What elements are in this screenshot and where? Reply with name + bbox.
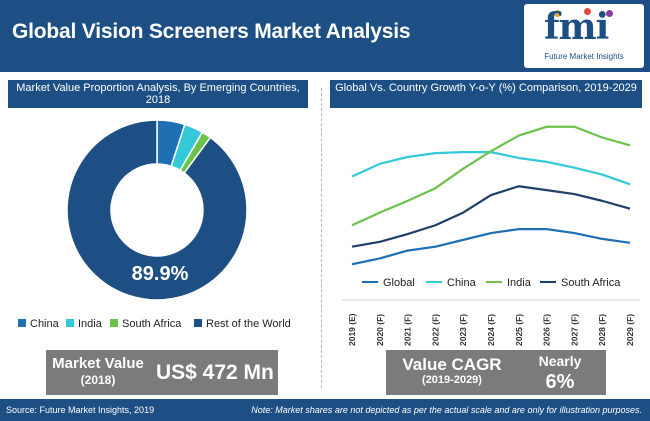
legend-swatch — [486, 281, 502, 283]
fmi-logo: fmi Future Market Insights — [524, 4, 644, 68]
legend-label: China — [447, 277, 476, 289]
logo-tagline: Future Market Insights — [544, 52, 624, 61]
cagr-label: Value CAGR (2019-2029) — [386, 355, 518, 386]
series-line-china — [351, 151, 631, 186]
series-line-global — [351, 228, 631, 266]
page-title: Global Vision Screeners Market Analysis — [12, 20, 411, 43]
x-tick-label: 2024 (F) — [486, 314, 496, 346]
cagr-period: (2019-2029) — [422, 374, 482, 386]
legend-item-india: India — [66, 318, 102, 330]
x-tick-label: 2026 (F) — [542, 314, 552, 346]
header-bar: Global Vision Screeners Market Analysis … — [0, 0, 650, 72]
market-value-amount: US$ 472 Mn — [156, 361, 274, 384]
x-tick-label: 2022 (F) — [430, 314, 440, 346]
x-tick-label: 2028 (F) — [597, 314, 607, 346]
legend-item-china: China — [426, 277, 476, 289]
market-value-label-line2: (2018) — [80, 373, 116, 387]
legend-swatch — [194, 319, 202, 327]
footer-note: Note: Market shares are not depicted as … — [251, 405, 642, 415]
cagr-label-line1: Value CAGR — [402, 355, 502, 374]
donut-legend: China India South Africa Rest of the Wor… — [18, 318, 318, 332]
legend-label: South Africa — [561, 277, 621, 289]
line-legend: Global China India South Africa — [362, 277, 642, 291]
legend-label: China — [30, 318, 59, 330]
market-value-label-line1: Market Value — [52, 355, 144, 372]
legend-swatch — [66, 319, 74, 327]
line-chart-title: Global Vs. Country Growth Y-o-Y (%) Comp… — [330, 80, 642, 108]
legend-item-south-africa: South Africa — [110, 318, 181, 330]
legend-label: India — [78, 318, 102, 330]
x-tick-label: 2029 (F) — [625, 314, 635, 346]
donut-data-label: 89.9% — [132, 263, 189, 285]
legend-swatch — [540, 281, 556, 283]
logo-dot-3 — [606, 10, 613, 17]
legend-swatch — [362, 281, 378, 283]
legend-item-south-africa: South Africa — [540, 277, 620, 289]
donut-chart-title-text: Market Value Proportion Analysis, By Eme… — [16, 82, 300, 106]
donut-chart-title: Market Value Proportion Analysis, By Eme… — [8, 80, 308, 108]
line-chart: 2019 (E) 2020 (F) 2021 (F) 2022 (F) 2023 (F)… — [342, 125, 640, 346]
market-value-box: Market Value (2018) US$ 472 Mn — [46, 350, 278, 395]
series-line-south-africa — [351, 185, 631, 248]
x-tick-label: 2020 (F) — [375, 314, 385, 346]
legend-label: South Africa — [122, 318, 182, 330]
market-value-label: Market Value (2018) — [46, 355, 150, 389]
legend-swatch — [110, 319, 118, 327]
legend-swatch — [18, 319, 26, 327]
legend-swatch — [426, 281, 442, 283]
donut-slice-rest-of-the-world — [66, 119, 248, 301]
footer-source: Source: Future Market Insights, 2019 — [6, 405, 155, 415]
x-tick-label: 2027 (F) — [569, 314, 579, 346]
x-tick-label: 2025 (F) — [514, 314, 524, 346]
cagr-value: 6% — [545, 371, 575, 393]
logo-dot-1 — [554, 10, 561, 17]
x-tick-label: 2019 (E) — [347, 313, 357, 346]
legend-item-india: India — [486, 277, 531, 289]
legend-label: Rest of the World — [206, 318, 291, 330]
legend-label: Global — [383, 277, 415, 289]
line-chart-title-text: Global Vs. Country Growth Y-o-Y (%) Comp… — [335, 82, 637, 94]
donut-chart: 89.9% — [66, 119, 248, 301]
legend-item-rest-of-world: Rest of the World — [194, 318, 291, 330]
x-tick-label: 2023 (F) — [458, 314, 468, 346]
legend-item-global: Global — [362, 277, 415, 289]
cagr-qualifier: Nearly — [538, 353, 582, 369]
x-tick-label: 2021 (F) — [403, 314, 413, 346]
footer-bar: Source: Future Market Insights, 2019 Not… — [0, 399, 650, 421]
series-line-india — [351, 125, 631, 227]
logo-letters: fmi — [544, 6, 609, 48]
panel-divider — [321, 88, 322, 388]
cagr-box: Value CAGR (2019-2029) Nearly 6% — [386, 350, 606, 395]
legend-label: India — [507, 277, 531, 289]
legend-item-china: China — [18, 318, 59, 330]
logo-dot-2 — [584, 8, 591, 15]
